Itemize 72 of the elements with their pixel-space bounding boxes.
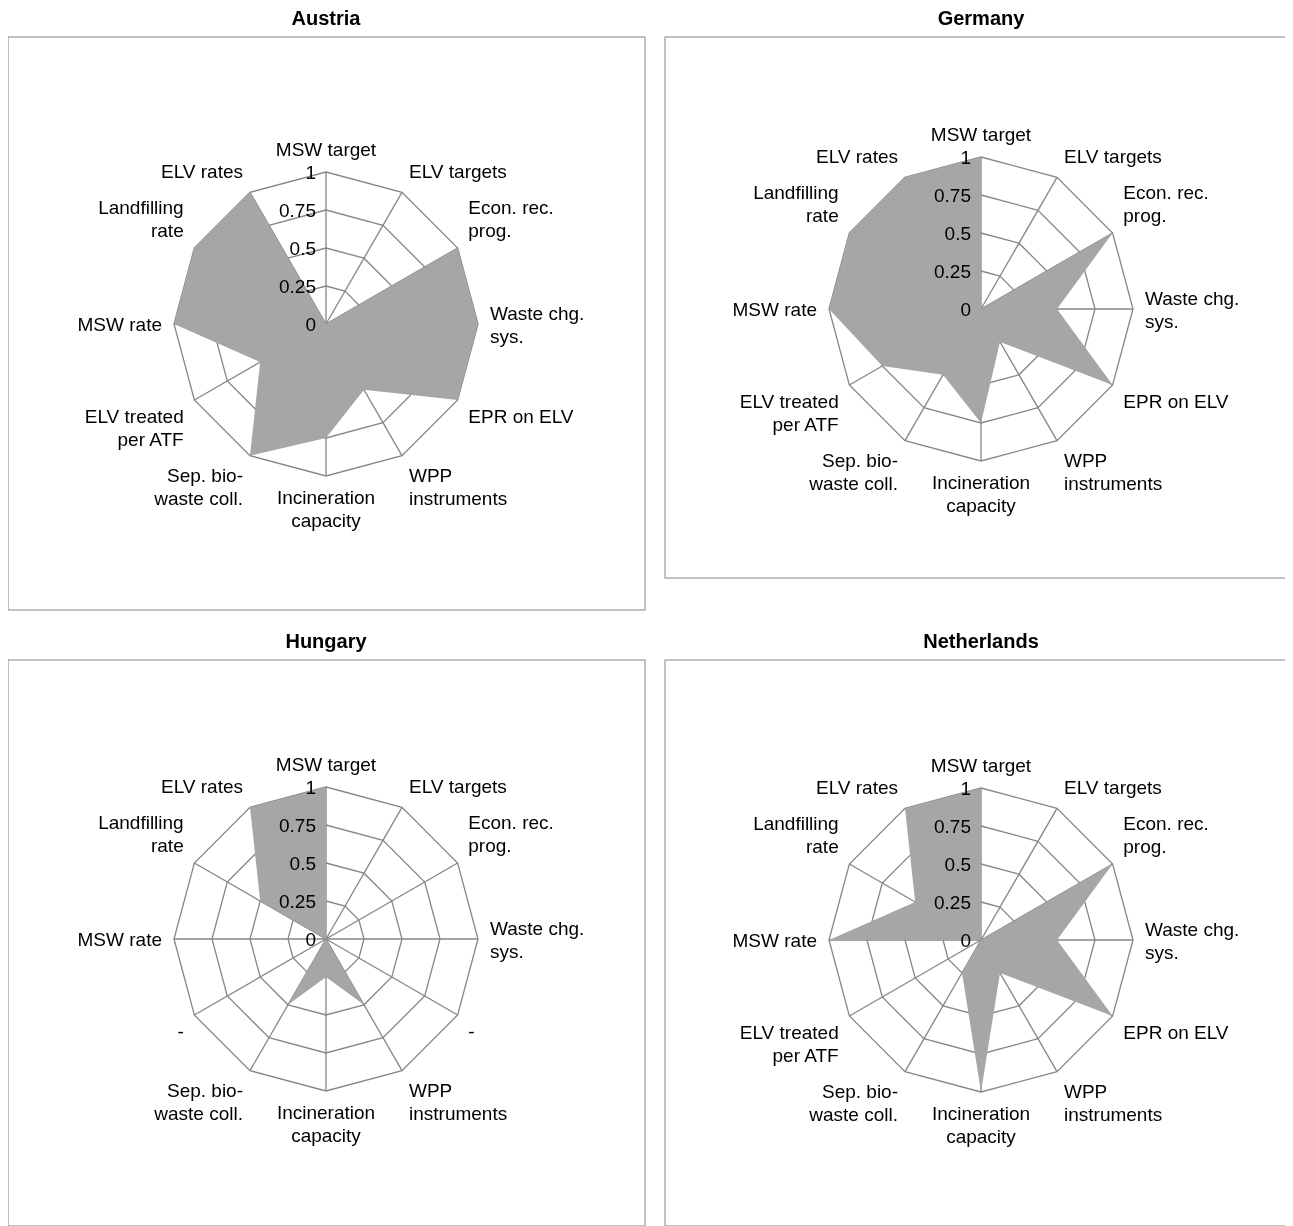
y-tick-label: 0.25 bbox=[934, 892, 971, 913]
spoke-label: MSW rate bbox=[732, 930, 817, 951]
chart-title: Austria bbox=[291, 7, 362, 29]
y-tick-label: 0.75 bbox=[279, 815, 316, 836]
y-tick-label: 0 bbox=[305, 929, 316, 950]
spoke-label: WPP instruments bbox=[1064, 1081, 1163, 1126]
spoke-label: ELV treated per ATF bbox=[84, 406, 184, 450]
y-tick-label: 0.5 bbox=[289, 853, 316, 874]
spoke-label: Sep. bio-waste coll. bbox=[153, 465, 243, 510]
spoke-label: - bbox=[177, 1021, 184, 1042]
y-tick-label: 0.75 bbox=[279, 200, 316, 221]
spoke-label: ELV targets bbox=[409, 160, 507, 182]
spoke-label: Waste chg. sys. bbox=[1145, 287, 1240, 332]
spoke-label: Sep. bio-waste coll. bbox=[808, 1081, 898, 1126]
spoke-label: ELV rates bbox=[160, 160, 243, 182]
spoke-label: Incineration capacity bbox=[931, 472, 1031, 516]
spoke-label: ELV targets bbox=[409, 775, 507, 797]
spoke-label: MSW target bbox=[930, 755, 1032, 776]
y-tick-label: 0.25 bbox=[279, 891, 316, 912]
spoke-label: MSW rate bbox=[77, 314, 162, 335]
y-tick-label: 0.75 bbox=[934, 185, 971, 206]
spoke-label: Sep. bio-waste coll. bbox=[808, 450, 898, 495]
spoke-label: ELV rates bbox=[160, 775, 243, 797]
spoke-label: Incineration capacity bbox=[931, 1103, 1031, 1147]
spoke-label: Econ. rec. prog. bbox=[1123, 182, 1209, 226]
y-tick-label: 0 bbox=[305, 314, 316, 335]
y-tick-label: 0.75 bbox=[934, 816, 971, 837]
y-tick-label: 0.25 bbox=[279, 276, 316, 297]
spoke-label: ELV treated per ATF bbox=[739, 391, 839, 435]
y-tick-label: 0.5 bbox=[289, 238, 316, 259]
spoke-label: Waste chg. sys. bbox=[490, 302, 585, 347]
y-tick-label: 0 bbox=[960, 930, 971, 951]
spoke-label: ELV rates bbox=[815, 145, 898, 167]
spoke-label: MSW target bbox=[930, 124, 1032, 145]
spoke-label: MSW rate bbox=[732, 299, 817, 320]
y-tick-label: 1 bbox=[305, 162, 316, 183]
spoke-label: Landfilling rate bbox=[753, 813, 839, 857]
spoke-label: Incineration capacity bbox=[276, 1102, 376, 1146]
spoke-label: Landfilling rate bbox=[98, 197, 184, 241]
spoke-label: Waste chg. sys. bbox=[1145, 918, 1240, 963]
spoke-label: EPR on ELV bbox=[1123, 1022, 1229, 1043]
spoke-label: MSW rate bbox=[77, 929, 162, 950]
y-tick-label: 1 bbox=[960, 147, 971, 168]
spoke-label: EPR on ELV bbox=[468, 406, 574, 427]
spoke-label: - bbox=[468, 1021, 475, 1042]
spoke-label: Sep. bio-waste coll. bbox=[153, 1080, 243, 1125]
chart-title: Germany bbox=[937, 7, 1026, 29]
spoke-label: MSW target bbox=[275, 754, 377, 775]
spoke-label: ELV treated per ATF bbox=[739, 1022, 839, 1066]
y-tick-label: 0.5 bbox=[944, 854, 971, 875]
spoke-label: Landfilling rate bbox=[98, 812, 184, 856]
spoke-label: WPP instruments bbox=[1064, 450, 1163, 495]
spoke-label: Econ. rec. prog. bbox=[468, 812, 554, 856]
y-tick-label: 0.5 bbox=[944, 223, 971, 244]
y-tick-label: 1 bbox=[305, 777, 316, 798]
spoke-label: EPR on ELV bbox=[1123, 391, 1229, 412]
spoke-label: ELV rates bbox=[815, 776, 898, 798]
spoke-label: MSW target bbox=[275, 139, 377, 160]
chart-title: Hungary bbox=[285, 630, 368, 652]
spoke-label: Waste chg. sys. bbox=[490, 917, 585, 962]
spoke-label: WPP instruments bbox=[409, 1080, 508, 1125]
y-tick-label: 1 bbox=[960, 778, 971, 799]
spoke-label: WPP instruments bbox=[409, 465, 508, 510]
y-tick-label: 0 bbox=[960, 299, 971, 320]
spoke-label: Econ. rec. prog. bbox=[468, 197, 554, 241]
spoke-label: ELV targets bbox=[1064, 776, 1162, 798]
y-tick-label: 0.25 bbox=[934, 261, 971, 282]
spoke-label: Landfilling rate bbox=[753, 182, 839, 226]
spoke-label: ELV targets bbox=[1064, 145, 1162, 167]
chart-title: Netherlands bbox=[923, 630, 1039, 652]
spoke-label: Incineration capacity bbox=[276, 487, 376, 531]
spoke-label: Econ. rec. prog. bbox=[1123, 813, 1209, 857]
